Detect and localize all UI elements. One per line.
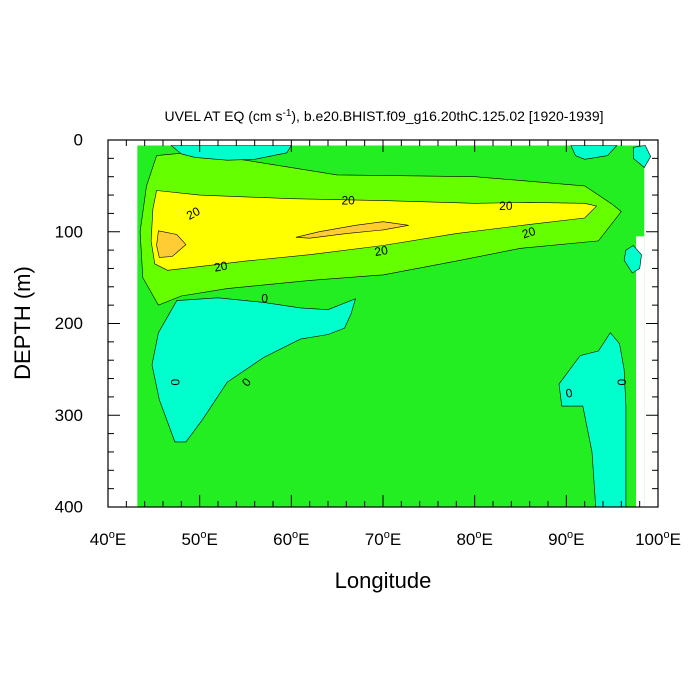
missing-data-strip [636,236,645,507]
chart-title: UVEL AT EQ (cm s-1), b.e20.BHIST.f09_g16… [164,108,603,124]
contour-label-9: 0 [565,386,574,401]
x-tick-label: 50oE [181,529,217,549]
contour-label-1: 20 [341,194,355,208]
x-tick-label: 40oE [90,529,126,549]
y-axis-title: DEPTH (m) [10,266,35,380]
x-tick-label: 60oE [273,529,309,549]
y-tick-label: 300 [55,406,83,425]
y-tick-label: 200 [55,314,83,333]
contour-label-7: 0 [168,379,182,386]
x-tick-label: 100oE [635,529,681,549]
contour-label-6: 0 [261,292,268,306]
contour-region-30-to-40-3 [295,221,409,239]
contour-region-below-0-8 [623,245,642,274]
contour-region-30-to-40-2 [156,230,187,258]
contour-label-3: 20 [520,224,537,242]
y-tick-label: 400 [55,498,83,517]
contour-region-below-0-7 [632,145,652,168]
contour-label-10: 0 [614,379,628,386]
contour-region-below-0-4 [151,297,356,443]
axis-tick-layer: 40oE 50oE 60oE 70oE 80oE 90oE 100oE01002003004… [55,131,681,550]
contour-label-4: 20 [373,243,389,259]
contour-fill-layer [137,145,652,508]
contour-label-5: 20 [213,259,229,275]
x-tick-label: 80oE [456,529,492,549]
y-tick-label: 0 [74,131,83,150]
contour-label-2: 20 [499,199,513,213]
contour-region-below-0-5 [170,145,292,161]
x-tick-label: 70oE [365,529,401,549]
contour-label-0: 20 [184,204,203,223]
y-tick-label: 100 [55,222,83,241]
x-tick-label: 90oE [548,529,584,549]
x-axis-title: Longitude [335,568,432,593]
contour-region-below-0-6 [570,145,618,160]
contour-region-below-0-9 [558,332,627,508]
